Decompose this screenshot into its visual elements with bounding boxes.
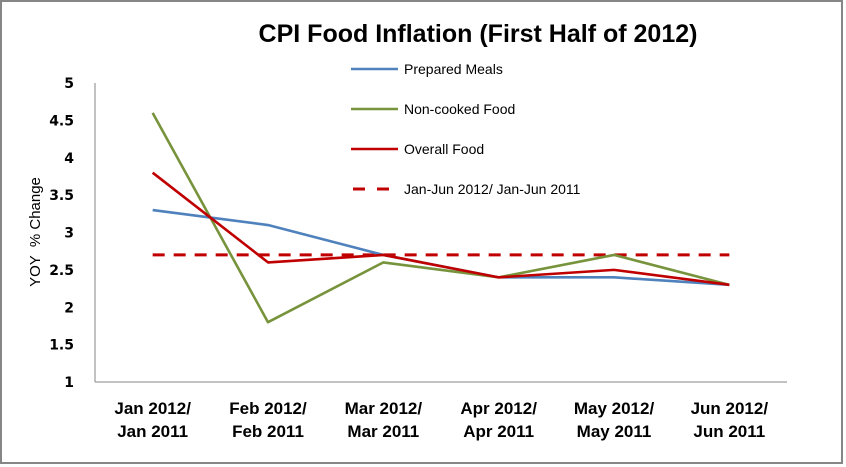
y-tick-label: 3 — [64, 226, 74, 242]
x-tick-label: May 2011 — [577, 422, 652, 441]
chart-title: CPI Food Inflation (First Half of 2012) — [259, 20, 698, 48]
x-tick-label: Apr 2011 — [463, 422, 534, 441]
y-tick-label: 2 — [64, 300, 74, 316]
legend-label: Non-cooked Food — [404, 101, 515, 117]
x-tick-label: Mar 2011 — [347, 422, 419, 441]
series-line-overall-food — [151, 171, 730, 287]
y-tick-label: 2.5 — [49, 263, 74, 279]
x-tick-label: Jan 2012/ — [114, 399, 191, 418]
x-tick-label: Apr 2012/ — [460, 399, 537, 418]
y-tick-label: 5 — [64, 76, 74, 92]
legend-label: Overall Food — [404, 141, 484, 157]
y-tick-label: 4.5 — [49, 113, 74, 129]
y-tick-label: 1.5 — [49, 338, 74, 354]
x-tick-label: Feb 2011 — [232, 422, 304, 441]
x-tick-label: Feb 2012/ — [229, 399, 307, 418]
y-tick-label: 4 — [64, 151, 74, 167]
x-tick-label: Jun 2012/ — [691, 399, 769, 418]
x-tick-label: Jun 2011 — [693, 422, 765, 441]
x-tick-label: May 2012/ — [574, 399, 655, 418]
legend-label: Jan-Jun 2012/ Jan-Jun 2011 — [404, 181, 581, 197]
y-axis-label: YOY % Change — [27, 177, 44, 287]
y-tick-label: 1 — [64, 375, 74, 391]
x-tick-label: Mar 2012/ — [345, 399, 423, 418]
x-tick-label: Jan 2011 — [117, 422, 188, 441]
y-tick-label: 3.5 — [49, 188, 74, 204]
series-line-non-cooked-food — [151, 112, 730, 324]
legend-label: Prepared Meals — [404, 61, 503, 77]
